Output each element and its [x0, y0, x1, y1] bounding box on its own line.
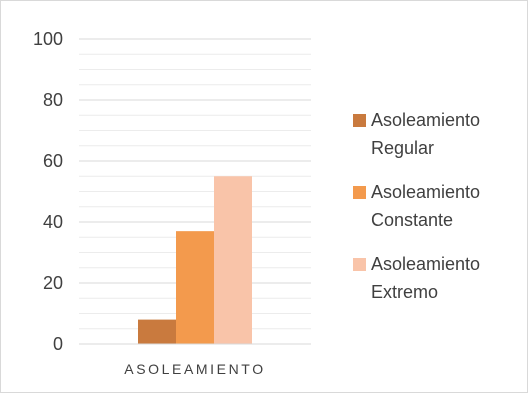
y-axis-ticks: 0 20 40 60 80 100	[33, 29, 63, 354]
y-tick-label: 20	[43, 273, 63, 293]
legend-item: Asoleamiento Extremo	[353, 254, 480, 302]
legend-label: Asoleamiento	[371, 254, 480, 274]
y-tick-label: 40	[43, 212, 63, 232]
legend-label: Regular	[371, 138, 434, 158]
y-tick-label: 0	[53, 334, 63, 354]
y-tick-label: 80	[43, 90, 63, 110]
x-category-label: ASOLEAMIENTO	[124, 361, 265, 377]
bar-asoleamiento-extremo	[214, 176, 252, 344]
legend-label: Extremo	[371, 282, 438, 302]
x-axis: ASOLEAMIENTO	[79, 343, 311, 377]
legend-swatch	[353, 114, 366, 127]
gridlines	[79, 38, 311, 345]
legend-label: Asoleamiento	[371, 110, 480, 130]
legend: Asoleamiento Regular Asoleamiento Constante…	[353, 110, 480, 302]
y-tick-label: 100	[33, 29, 63, 49]
legend-item: Asoleamiento Regular	[353, 110, 480, 158]
legend-label: Asoleamiento	[371, 182, 480, 202]
bar-asoleamiento-constante	[176, 231, 214, 344]
y-tick-label: 60	[43, 151, 63, 171]
legend-item: Asoleamiento Constante	[353, 182, 480, 230]
legend-swatch	[353, 186, 366, 199]
legend-label: Constante	[371, 210, 453, 230]
bar-asoleamiento-regular	[138, 319, 176, 344]
legend-swatch	[353, 258, 366, 271]
bars	[138, 176, 252, 344]
